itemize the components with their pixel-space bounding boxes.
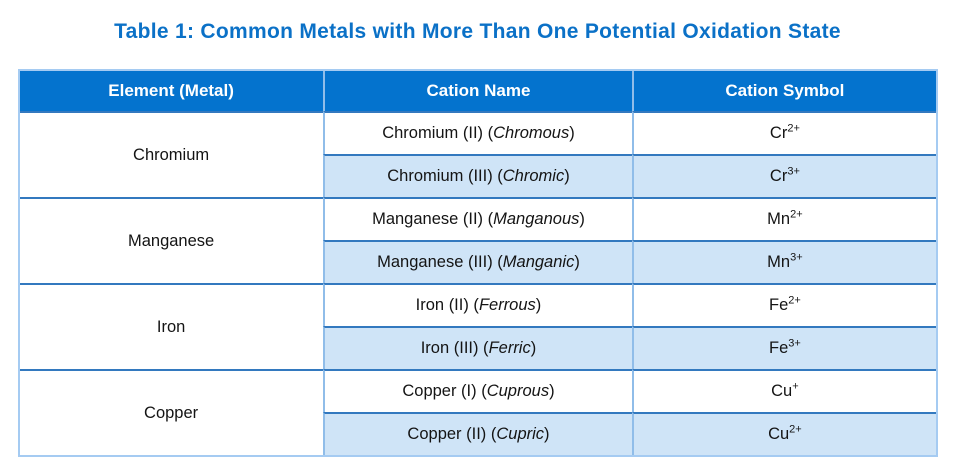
cation-name-text: ) [579,210,585,228]
cation-symbol-cell: Cu2+ [632,412,936,455]
charge-superscript: 3+ [790,251,803,264]
cation-name-cell: Manganese (II) (Manganous) [322,197,633,240]
table-title: Table 1: Common Metals with More Than On… [114,20,841,43]
table-row: Iron (III) (Ferric) Fe3+ [20,326,936,369]
cation-name-text: Iron (III) ( [420,339,489,357]
symbol-base: Cr [769,167,788,185]
table-row: Copper Copper (I) (Cuprous) Cu+ [19,369,936,455]
charge-superscript: 2+ [789,423,802,436]
charge-superscript: + [792,380,799,393]
table-row: Chromium (III) (Chromic) Cr3+ [20,154,936,197]
symbol-base: Cu [768,425,790,443]
table-row: Iron Iron (II) (Ferrous) Fe2+ [19,283,936,369]
element-cell: Manganese [19,197,323,283]
cation-name-text: Chromium (II) ( [382,124,494,142]
cation-trivial-name: Cuprous [486,382,550,400]
symbol-base: Mn [767,210,791,228]
symbol-base: Fe [768,296,789,314]
cation-trivial-name: Ferrous [478,296,536,314]
cation-symbol-cell: Cr3+ [632,154,936,197]
cation-symbol-cell: Cr2+ [632,111,936,154]
cation-trivial-name: Manganous [493,210,580,228]
cation-trivial-name: Chromic [502,167,565,185]
cation-trivial-name: Manganic [502,253,575,271]
cation-name-text: Manganese (III) ( [377,253,503,271]
cation-name-text: Manganese (II) ( [372,210,494,228]
charge-superscript: 3+ [787,165,800,178]
cation-name-cell: Iron (III) (Ferric) [322,326,633,369]
cation-name-cell: Manganese (III) (Manganic) [322,240,633,283]
cation-symbol-cell: Fe3+ [632,326,936,369]
charge-superscript: 2+ [788,294,801,307]
table-body: Chromium Chromium (II) (Chromous) Cr2+ Chro… [19,111,936,455]
cation-trivial-name: Cupric [496,425,545,443]
cation-name-text: ) [549,382,555,400]
charge-superscript: 2+ [787,122,800,135]
table-row: Copper (II) (Cupric) Cu2+ [20,412,936,455]
cation-name-text: Iron (II) ( [415,296,479,314]
cation-name-cell: Iron (II) (Ferrous) [322,283,633,326]
table-row: Chromium Chromium (II) (Chromous) Cr2+ [19,111,936,197]
table-row: Manganese Manganese (II) (Manganous) Mn2+ [19,197,936,283]
cation-name-cell: Copper (II) (Cupric) [322,412,633,455]
cation-name-text: Chromium (III) ( [387,167,503,185]
cation-name-text: ) [535,296,542,314]
element-cell: Copper [19,369,323,455]
cation-name-text: ) [544,425,550,443]
oxidation-states-table: Element (Metal) Cation Name Cation Symbo… [17,69,938,457]
cation-symbol-cell: Mn2+ [632,197,936,240]
symbol-base: Cr [769,124,788,142]
element-cell: Iron [19,283,323,369]
cation-name-text: ) [530,339,537,357]
symbol-base: Mn [767,253,791,271]
cation-name-cell: Copper (I) (Cuprous) [322,369,633,412]
cation-trivial-name: Ferric [488,339,531,357]
cation-name-text: Copper (I) ( [402,382,487,400]
symbol-base: Cu [771,382,793,400]
header-row: Element (Metal) Cation Name Cation Symbo… [19,71,936,111]
cation-name-text: Copper (II) ( [407,425,497,443]
symbol-base: Fe [768,339,789,357]
cation-symbol-cell: Mn3+ [632,240,936,283]
cation-symbol-cell: Cu+ [632,369,936,412]
charge-superscript: 3+ [788,337,801,350]
header-cation-name: Cation Name [322,71,633,111]
header-element-metal: Element (Metal) [19,71,323,111]
charge-superscript: 2+ [790,208,803,221]
header-cation-symbol: Cation Symbol [632,71,936,111]
element-cell: Chromium [19,111,323,197]
cation-name-text: ) [564,167,570,185]
cation-name-text: ) [574,253,580,271]
cation-name-text: ) [569,124,575,142]
cation-name-cell: Chromium (II) (Chromous) [322,111,633,154]
cation-name-cell: Chromium (III) (Chromic) [322,154,633,197]
table-row: Manganese (III) (Manganic) Mn3+ [20,240,936,283]
cation-symbol-cell: Fe2+ [632,283,936,326]
cation-trivial-name: Chromous [493,124,570,142]
